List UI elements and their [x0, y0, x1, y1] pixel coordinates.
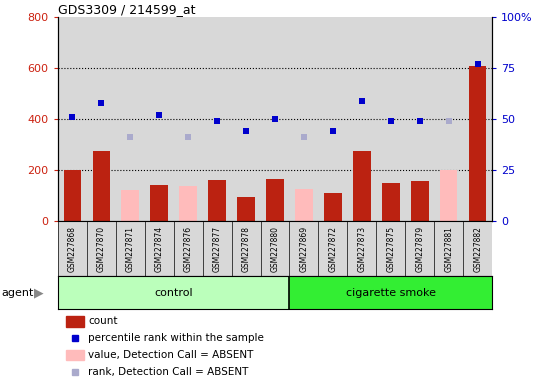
Bar: [318, 221, 348, 276]
Bar: [411, 181, 428, 221]
Text: GSM227882: GSM227882: [473, 226, 482, 271]
Bar: [87, 221, 116, 276]
Bar: [289, 276, 492, 309]
Text: GSM227875: GSM227875: [386, 225, 395, 272]
Bar: [376, 17, 405, 221]
Bar: [289, 221, 318, 276]
Text: GSM227878: GSM227878: [241, 226, 251, 271]
Text: agent: agent: [1, 288, 34, 298]
Bar: [238, 197, 255, 221]
Text: GDS3309 / 214599_at: GDS3309 / 214599_at: [58, 3, 195, 16]
Point: [328, 128, 337, 134]
Bar: [151, 185, 168, 221]
Text: GSM227868: GSM227868: [68, 226, 77, 271]
Text: count: count: [88, 316, 118, 326]
Bar: [174, 221, 202, 276]
Bar: [348, 17, 376, 221]
Bar: [469, 66, 486, 221]
Bar: [382, 183, 399, 221]
Point: [126, 134, 135, 141]
Bar: [266, 179, 284, 221]
Bar: [202, 221, 232, 276]
Point: [387, 118, 395, 124]
Text: GSM227872: GSM227872: [328, 226, 338, 271]
Bar: [440, 170, 458, 221]
Text: GSM227880: GSM227880: [271, 226, 279, 271]
Bar: [116, 17, 145, 221]
Text: GSM227876: GSM227876: [184, 225, 192, 272]
Bar: [67, 349, 84, 360]
Text: GSM227869: GSM227869: [299, 225, 309, 272]
Bar: [289, 17, 318, 221]
Bar: [318, 17, 348, 221]
Text: rank, Detection Call = ABSENT: rank, Detection Call = ABSENT: [88, 367, 249, 377]
Text: GSM227873: GSM227873: [358, 225, 366, 272]
Text: value, Detection Call = ABSENT: value, Detection Call = ABSENT: [88, 350, 254, 360]
Bar: [122, 190, 139, 221]
Text: GSM227874: GSM227874: [155, 225, 164, 272]
Bar: [174, 17, 202, 221]
Bar: [463, 221, 492, 276]
Bar: [295, 189, 312, 221]
Bar: [261, 221, 289, 276]
Text: ▶: ▶: [34, 286, 44, 299]
Point: [68, 114, 76, 120]
Bar: [434, 221, 463, 276]
Bar: [434, 17, 463, 221]
Text: GSM227879: GSM227879: [415, 225, 425, 272]
Text: GSM227881: GSM227881: [444, 226, 453, 271]
Point: [184, 134, 192, 141]
Bar: [145, 221, 174, 276]
Bar: [92, 151, 110, 221]
Point: [358, 98, 366, 104]
Bar: [67, 316, 84, 327]
Text: control: control: [155, 288, 193, 298]
Text: cigarette smoke: cigarette smoke: [346, 288, 436, 298]
Point: [241, 128, 250, 134]
Bar: [232, 17, 261, 221]
Bar: [58, 17, 87, 221]
Bar: [376, 221, 405, 276]
Bar: [261, 17, 289, 221]
Text: GSM227871: GSM227871: [125, 226, 135, 271]
Bar: [58, 276, 289, 309]
Bar: [179, 187, 197, 221]
Bar: [232, 221, 261, 276]
Bar: [324, 193, 342, 221]
Text: GSM227877: GSM227877: [212, 225, 222, 272]
Text: GSM227870: GSM227870: [97, 225, 106, 272]
Point: [271, 116, 279, 122]
Text: percentile rank within the sample: percentile rank within the sample: [88, 333, 264, 343]
Point: [97, 100, 106, 106]
Point: [474, 61, 482, 67]
Point: [444, 118, 453, 124]
Point: [155, 112, 163, 118]
Point: [213, 118, 222, 124]
Bar: [463, 17, 492, 221]
Bar: [353, 151, 371, 221]
Bar: [58, 221, 87, 276]
Bar: [348, 221, 376, 276]
Point: [415, 118, 424, 124]
Bar: [64, 170, 81, 221]
Point: [300, 134, 309, 141]
Bar: [145, 17, 174, 221]
Bar: [405, 221, 434, 276]
Bar: [202, 17, 232, 221]
Bar: [87, 17, 116, 221]
Bar: [208, 180, 225, 221]
Bar: [116, 221, 145, 276]
Bar: [405, 17, 434, 221]
